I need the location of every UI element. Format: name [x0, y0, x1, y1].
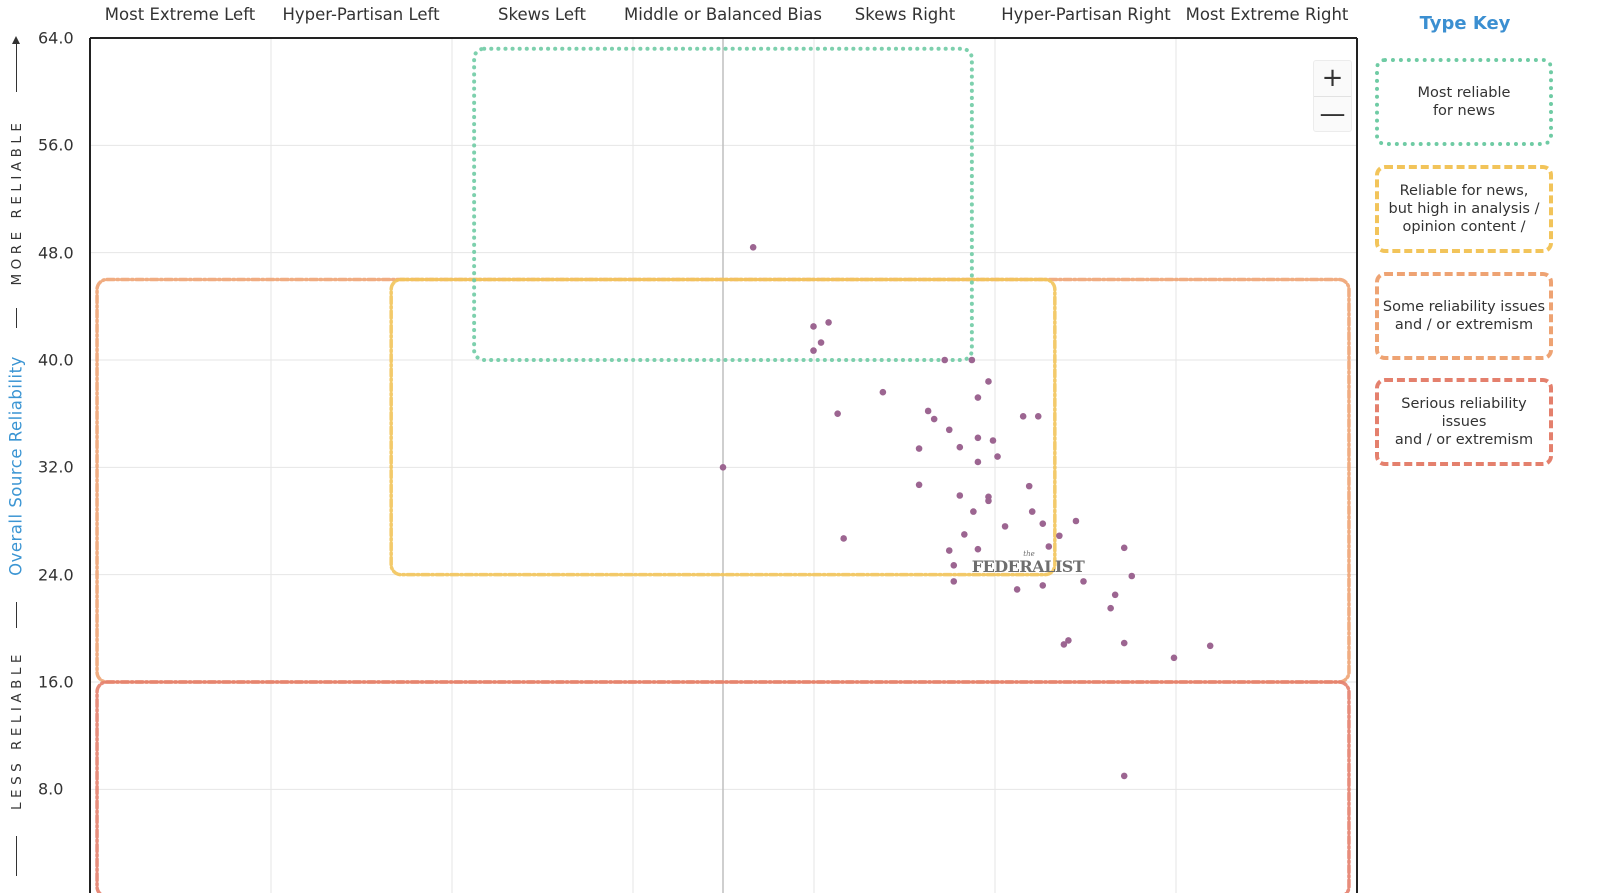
data-point [817, 339, 825, 346]
data-point [970, 508, 977, 515]
data-point [989, 437, 997, 444]
data-point [1206, 642, 1214, 650]
data-point [1065, 637, 1072, 644]
legend-item-serious-issues: Serious reliability issues and / or extr… [1375, 378, 1553, 466]
zoom-out-button[interactable]: — [1314, 96, 1351, 132]
region-reliable-opinion [389, 277, 1057, 577]
data-point [1120, 544, 1128, 552]
data-point [950, 578, 958, 585]
data-point [879, 388, 887, 396]
bias-label-middle: Middle or Balanced Bias [623, 5, 823, 24]
bias-category-labels: Most Extreme Left Hyper-Partisan Left Sk… [90, 0, 1386, 34]
data-point [1128, 572, 1136, 580]
zoom-control: + — [1313, 60, 1352, 132]
bias-label-most-extreme-right: Most Extreme Right [1185, 5, 1349, 24]
y-axis-separator [16, 308, 17, 328]
data-point [1001, 523, 1009, 530]
legend-item-label: Reliable for news, [1399, 183, 1529, 199]
data-point [840, 535, 847, 542]
data-point [941, 356, 949, 364]
y-tick-label: 56.0 [38, 135, 74, 155]
legend-item-label: Serious reliability issues [1401, 396, 1527, 430]
bias-label-skews-right: Skews Right [854, 5, 956, 24]
legend-item-label: Most reliable [1417, 85, 1511, 101]
y-tick-label: 32.0 [38, 457, 74, 477]
legend-item-reliable-opinion: Reliable for news, but high in analysis … [1375, 165, 1553, 253]
source-logo-federalist: FEDERALIST [972, 557, 1085, 576]
data-point [956, 492, 964, 499]
bias-label-hyper-partisan-right: Hyper-Partisan Right [1001, 5, 1171, 24]
data-point [1080, 578, 1087, 585]
bias-label-skews-left: Skews Left [498, 5, 586, 24]
data-point [749, 244, 757, 251]
data-point [810, 323, 817, 330]
data-point [1060, 641, 1068, 648]
data-point [1107, 604, 1114, 612]
legend-title: Type Key [1419, 13, 1511, 34]
data-point [994, 453, 1001, 460]
data-point [945, 547, 953, 554]
data-point [1013, 586, 1021, 593]
data-point [915, 445, 923, 452]
data-point [1039, 520, 1047, 527]
data-point [924, 407, 932, 415]
y-tick-label: 16.0 [38, 672, 74, 692]
data-point [1170, 654, 1178, 662]
data-point [974, 458, 982, 466]
legend-item-some-issues: Some reliability issues and / or extremi… [1375, 272, 1553, 360]
region-most-reliable [472, 46, 974, 362]
data-point [961, 531, 968, 538]
data-point [968, 356, 976, 364]
data-point [810, 347, 817, 354]
legend-item-label: and / or extremism [1394, 317, 1534, 333]
legend-item-label: but high in analysis / [1388, 201, 1540, 217]
y-axis-separator [16, 602, 17, 628]
bias-label-most-extreme-left: Most Extreme Left [104, 5, 256, 24]
y-tick-label: 8.0 [38, 779, 64, 799]
legend-item-label: for news [1432, 103, 1496, 119]
data-point [825, 319, 832, 326]
bias-label-hyper-partisan-left: Hyper-Partisan Left [282, 5, 440, 24]
up-arrow-icon [12, 36, 20, 92]
data-point [1019, 413, 1027, 420]
data-point [1045, 543, 1053, 550]
data-point [945, 426, 953, 434]
data-point [1120, 772, 1128, 780]
data-point [985, 497, 992, 505]
y-tick-label: 24.0 [38, 565, 74, 585]
data-point [930, 415, 938, 423]
data-point [974, 434, 982, 442]
data-point [915, 481, 923, 489]
data-point [1120, 639, 1128, 647]
data-point [1039, 582, 1047, 589]
data-point [1056, 532, 1063, 540]
data-point [1028, 508, 1036, 515]
data-point [1111, 591, 1119, 599]
y-axis-separator [16, 836, 17, 876]
legend-item-label: and / or extremism [1394, 432, 1534, 448]
data-point [974, 545, 982, 553]
y-tick-label: 64.0 [38, 28, 74, 48]
legend-item-most-reliable: Most reliable for news [1375, 58, 1553, 146]
data-point [950, 561, 958, 569]
data-point [1072, 517, 1080, 525]
legend-item-label: Some reliability issues [1382, 299, 1546, 315]
data-point [719, 464, 727, 471]
legend-item-label: opinion content / [1402, 219, 1526, 235]
data-point [1025, 482, 1033, 490]
data-point [956, 443, 964, 451]
data-point [1034, 413, 1042, 420]
data-point [834, 410, 841, 417]
region-serious-issues [95, 680, 1351, 893]
source-logo-prefix: the [1023, 550, 1034, 558]
data-point [985, 378, 992, 385]
type-key-legend: Type Key Most reliable for news Reliable… [1372, 0, 1558, 480]
y-tick-label: 40.0 [38, 350, 74, 370]
data-point [974, 394, 982, 401]
zoom-in-button[interactable]: + [1321, 63, 1344, 93]
y-tick-label: 48.0 [38, 243, 74, 263]
